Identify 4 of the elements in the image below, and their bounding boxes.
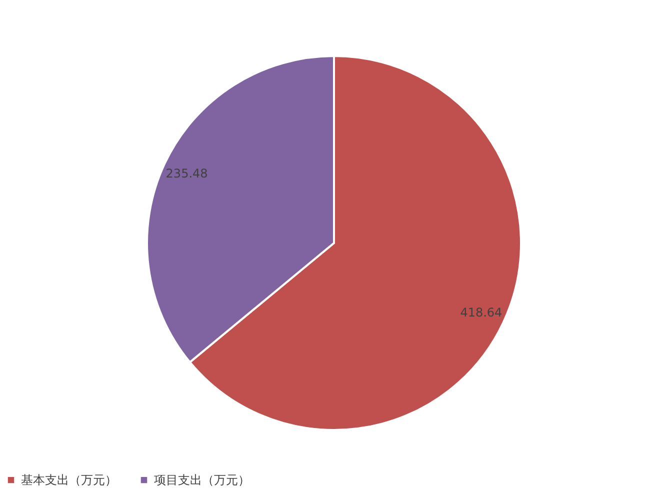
data-label: 418.64 — [460, 305, 502, 320]
data-label: 235.48 — [166, 166, 208, 181]
legend-label: 项目支出（万元） — [154, 473, 250, 488]
legend-label: 基本支出（万元） — [21, 473, 117, 488]
